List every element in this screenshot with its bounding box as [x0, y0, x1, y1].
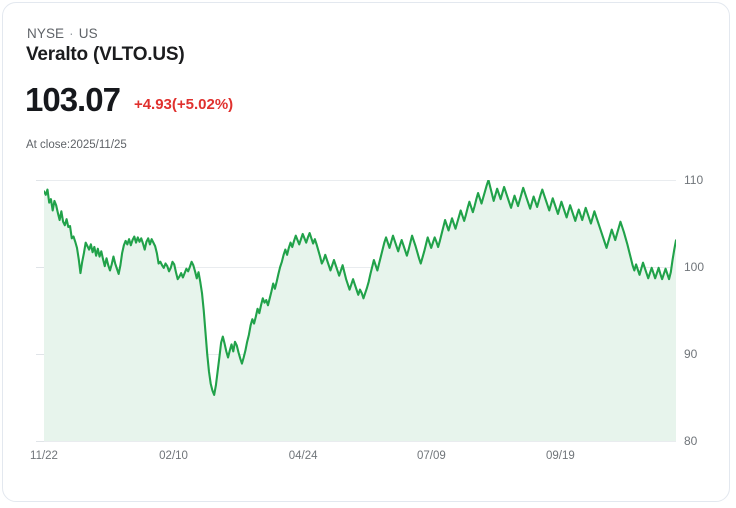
- y-axis-label: 110: [684, 173, 704, 187]
- chart-plot-area[interactable]: [36, 180, 676, 442]
- x-axis-label: 11/22: [30, 450, 58, 462]
- price-line: [44, 180, 676, 396]
- price-area-fill: [44, 180, 676, 441]
- x-axis-label: 07/09: [417, 450, 446, 462]
- market-status: At close:2025/11/25: [26, 139, 127, 151]
- exchange-label: NYSE: [27, 26, 65, 41]
- x-axis-label: 02/10: [159, 450, 188, 462]
- price-series: [44, 180, 676, 441]
- page-title: Veralto (VLTO.US): [26, 44, 185, 65]
- y-axis-label: 80: [684, 434, 698, 448]
- y-axis-tick-mark: [36, 354, 44, 355]
- price-change: +4.93(+5.02%): [133, 96, 234, 113]
- gridline: [44, 441, 676, 442]
- exchange-region: NYSE · US: [27, 26, 98, 41]
- current-price: 103.07: [25, 81, 121, 118]
- price-chart[interactable]: 110 100 90 80 11/22 02/10 04/24 07/09 09/19: [3, 163, 729, 473]
- x-axis-label: 04/24: [288, 450, 318, 462]
- stock-quote-card: NYSE · US Veralto (VLTO.US) 103.07 +4.93(+…: [2, 2, 730, 502]
- price-row: 103.07 +4.93(+5.02%): [25, 83, 233, 116]
- y-axis-label: 100: [684, 260, 705, 274]
- x-axis-label: 09/19: [545, 450, 575, 462]
- y-axis-tick-mark: [36, 180, 44, 181]
- gridline: [44, 180, 676, 181]
- y-axis-tick-mark: [36, 441, 44, 442]
- y-axis-tick-mark: [36, 267, 44, 268]
- separator-dot: ·: [69, 26, 74, 41]
- region-label: US: [78, 26, 98, 41]
- gridline: [44, 267, 676, 268]
- y-axis-label: 90: [684, 347, 698, 361]
